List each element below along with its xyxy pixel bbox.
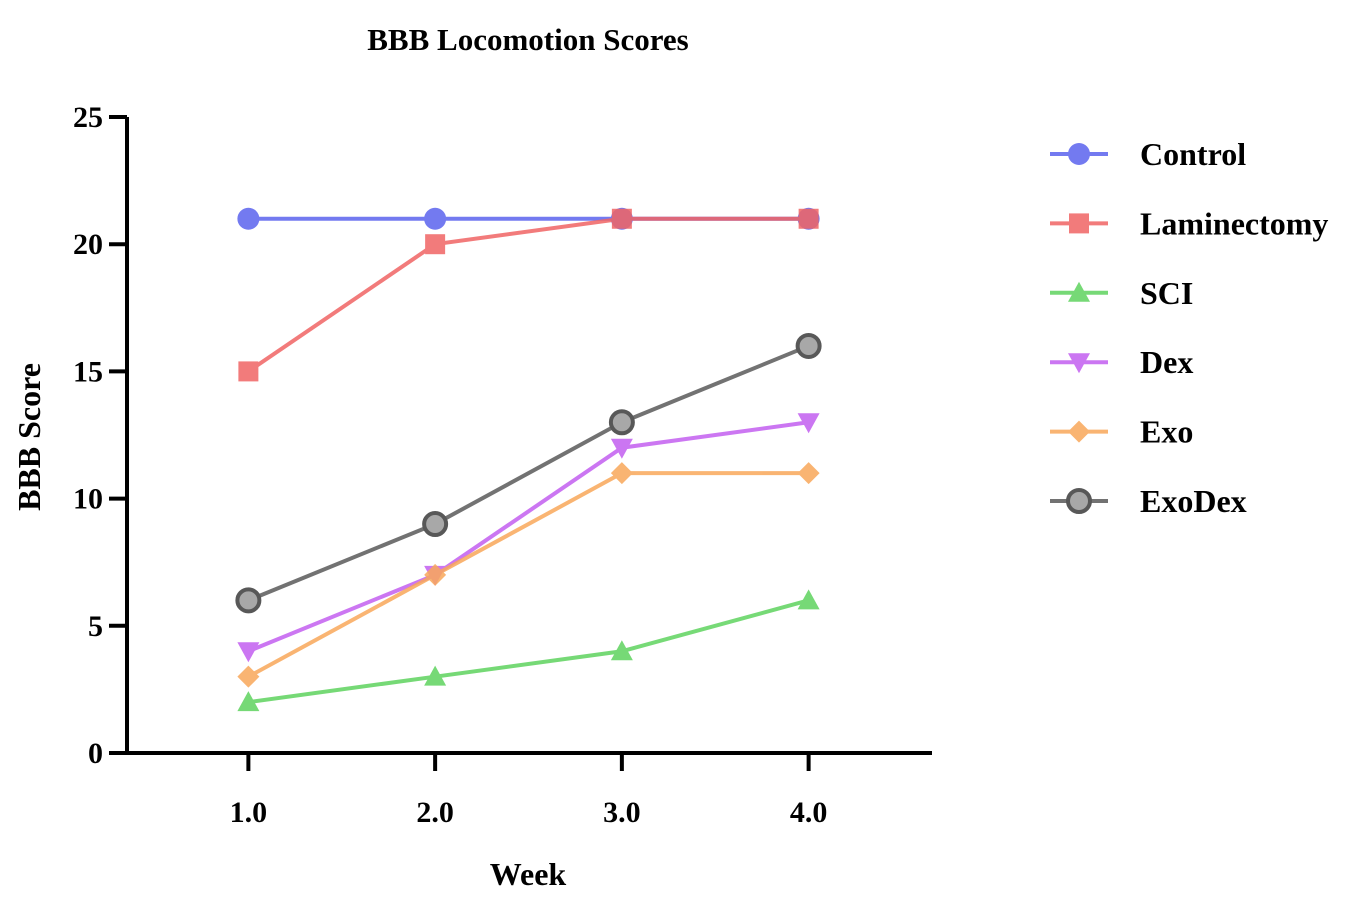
legend-marker-laminectomy — [1069, 213, 1089, 234]
series-line-exodex — [247, 344, 810, 603]
x-tick-label: 3.0 — [603, 796, 641, 829]
data-point-exodex — [795, 332, 822, 359]
legend-label-exo: Exo — [1140, 414, 1193, 450]
legend-label-dex: Dex — [1140, 344, 1193, 380]
series-dex — [237, 413, 820, 663]
series-line-exo — [247, 471, 809, 679]
plot-area — [235, 207, 822, 712]
x-tick-label: 2.0 — [416, 796, 454, 829]
series-laminectomy — [238, 208, 819, 382]
legend-label-laminectomy: Laminectomy — [1140, 205, 1328, 241]
legend-item-exodex: ExoDex — [1050, 483, 1247, 519]
x-tick-label: 4.0 — [790, 796, 828, 829]
y-axis-label: BBB Score — [11, 363, 47, 511]
data-point-sci — [237, 691, 260, 712]
series-line-dex — [247, 420, 809, 654]
data-point-exo — [797, 462, 820, 485]
legend-marker-exo — [1068, 420, 1090, 443]
y-tick-label: 0 — [88, 737, 103, 770]
legend-label-control: Control — [1140, 136, 1246, 172]
series-exodex — [235, 332, 822, 614]
x-axis-label: Week — [490, 856, 567, 892]
y-axis-ticks: 0 5 10 15 20 25 — [73, 101, 127, 770]
legend-item-sci: SCI — [1050, 275, 1193, 311]
legend-label-sci: SCI — [1140, 275, 1193, 311]
legend-item-control: Control — [1050, 136, 1246, 172]
y-tick-label: 25 — [73, 101, 103, 134]
legend-label-exodex: ExoDex — [1140, 483, 1247, 519]
data-point-exodex — [608, 409, 635, 436]
x-axis-ticks: 1.0 2.0 3.0 4.0 — [230, 753, 828, 829]
legend-item-laminectomy: Laminectomy — [1050, 205, 1328, 241]
legend-marker-dex — [1068, 353, 1090, 374]
y-tick-label: 20 — [73, 228, 103, 261]
data-point-control — [424, 207, 447, 230]
legend: Control Laminectomy SCI Dex Exo ExoDex — [1050, 136, 1328, 519]
data-point-laminectomy — [238, 361, 259, 382]
y-tick-label: 10 — [73, 483, 103, 516]
series-line-sci — [248, 598, 810, 705]
data-point-exo — [610, 462, 633, 485]
data-point-dex — [610, 438, 633, 459]
data-point-laminectomy — [425, 234, 446, 255]
legend-marker-control — [1068, 143, 1090, 165]
chart-title: BBB Locomotion Scores — [367, 22, 689, 57]
y-tick-label: 5 — [88, 610, 103, 643]
x-tick-label: 1.0 — [230, 796, 268, 829]
data-point-exo — [237, 665, 260, 688]
data-point-sci — [610, 640, 633, 661]
data-point-exo — [424, 563, 447, 586]
data-point-control — [237, 207, 260, 230]
series-line-laminectomy — [247, 216, 809, 374]
series-exo — [237, 462, 820, 688]
data-point-dex — [797, 413, 820, 434]
data-point-exodex — [422, 511, 449, 538]
data-point-sci — [424, 665, 447, 686]
series-sci — [237, 589, 820, 712]
data-point-laminectomy — [611, 208, 632, 229]
y-tick-label: 15 — [73, 355, 103, 388]
data-point-sci — [797, 589, 820, 610]
legend-marker-exodex — [1066, 488, 1092, 514]
legend-marker-sci — [1068, 281, 1090, 302]
data-point-dex — [237, 642, 260, 663]
legend-item-exo: Exo — [1050, 414, 1193, 450]
data-point-laminectomy — [798, 208, 819, 229]
legend-item-dex: Dex — [1050, 344, 1193, 380]
data-point-exodex — [235, 587, 262, 614]
